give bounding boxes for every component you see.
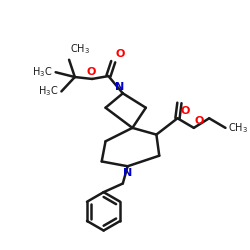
Text: O: O	[86, 67, 96, 77]
Text: O: O	[195, 116, 204, 126]
Text: N: N	[123, 168, 132, 178]
Text: CH$_3$: CH$_3$	[228, 121, 248, 135]
Text: N: N	[115, 82, 124, 92]
Text: H$_3$C: H$_3$C	[32, 65, 53, 79]
Text: O: O	[115, 49, 124, 59]
Text: CH$_3$: CH$_3$	[70, 42, 90, 56]
Text: O: O	[180, 106, 190, 116]
Text: H$_3$C: H$_3$C	[38, 84, 58, 98]
